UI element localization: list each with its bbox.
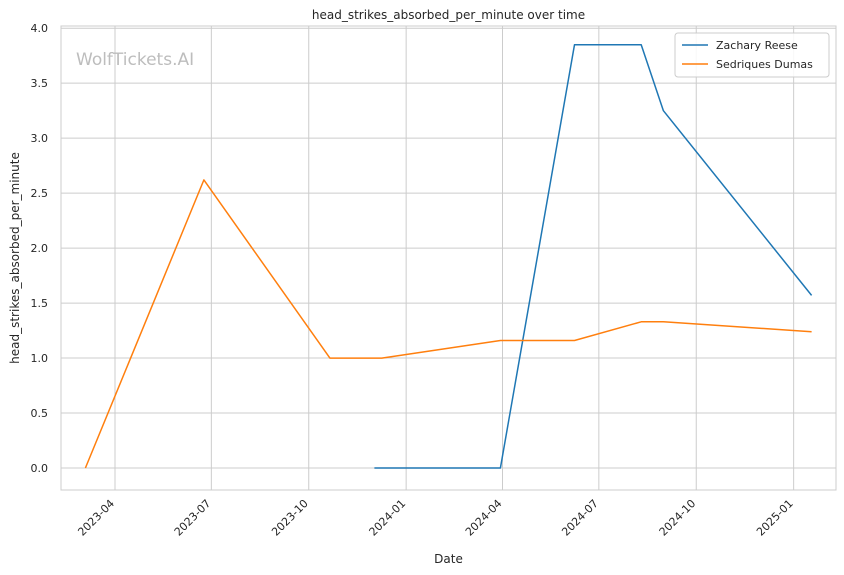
y-tick-label: 1.0 [31,352,49,365]
y-tick-label: 3.0 [31,132,49,145]
y-axis-ticks: 0.0 0.5 1.0 1.5 2.0 2.5 3.0 3.5 4.0 [31,22,49,475]
watermark: WolfTickets.AI [76,50,194,70]
x-tick-label: 2023-07 [172,497,214,539]
legend-entry: Zachary Reese [716,39,798,52]
y-tick-label: 1.5 [31,297,49,310]
series-line-2 [84,179,812,469]
chart-title: head_strikes_absorbed_per_minute over ti… [312,8,585,22]
series-lines [84,43,813,469]
x-tick-label: 2024-01 [367,497,409,539]
x-tick-label: 2023-04 [75,497,117,539]
plot-area [60,25,837,491]
x-axis-label: Date [434,552,463,566]
x-tick-label: 2023-10 [269,497,311,539]
series-line-1 [374,43,813,469]
y-axis-label: head_strikes_absorbed_per_minute [8,152,22,364]
y-tick-label: 2.0 [31,242,49,255]
x-axis-ticks: 2023-04 2023-07 2023-10 2024-01 2024-04 2024-… [75,497,795,539]
legend: Zachary Reese Sedriques Dumas [674,32,830,78]
y-tick-label: 0.0 [31,462,49,475]
y-tick-label: 4.0 [31,22,49,35]
legend-entry: Sedriques Dumas [716,58,813,71]
grid [61,26,836,490]
x-tick-label: 2024-04 [463,497,505,539]
y-tick-label: 3.5 [31,77,49,90]
x-tick-label: 2024-10 [657,497,699,539]
x-tick-label: 2024-07 [559,497,601,539]
y-tick-label: 0.5 [31,407,49,420]
y-tick-label: 2.5 [31,187,49,200]
legend-box [674,32,830,78]
x-tick-label: 2025-01 [754,497,796,539]
